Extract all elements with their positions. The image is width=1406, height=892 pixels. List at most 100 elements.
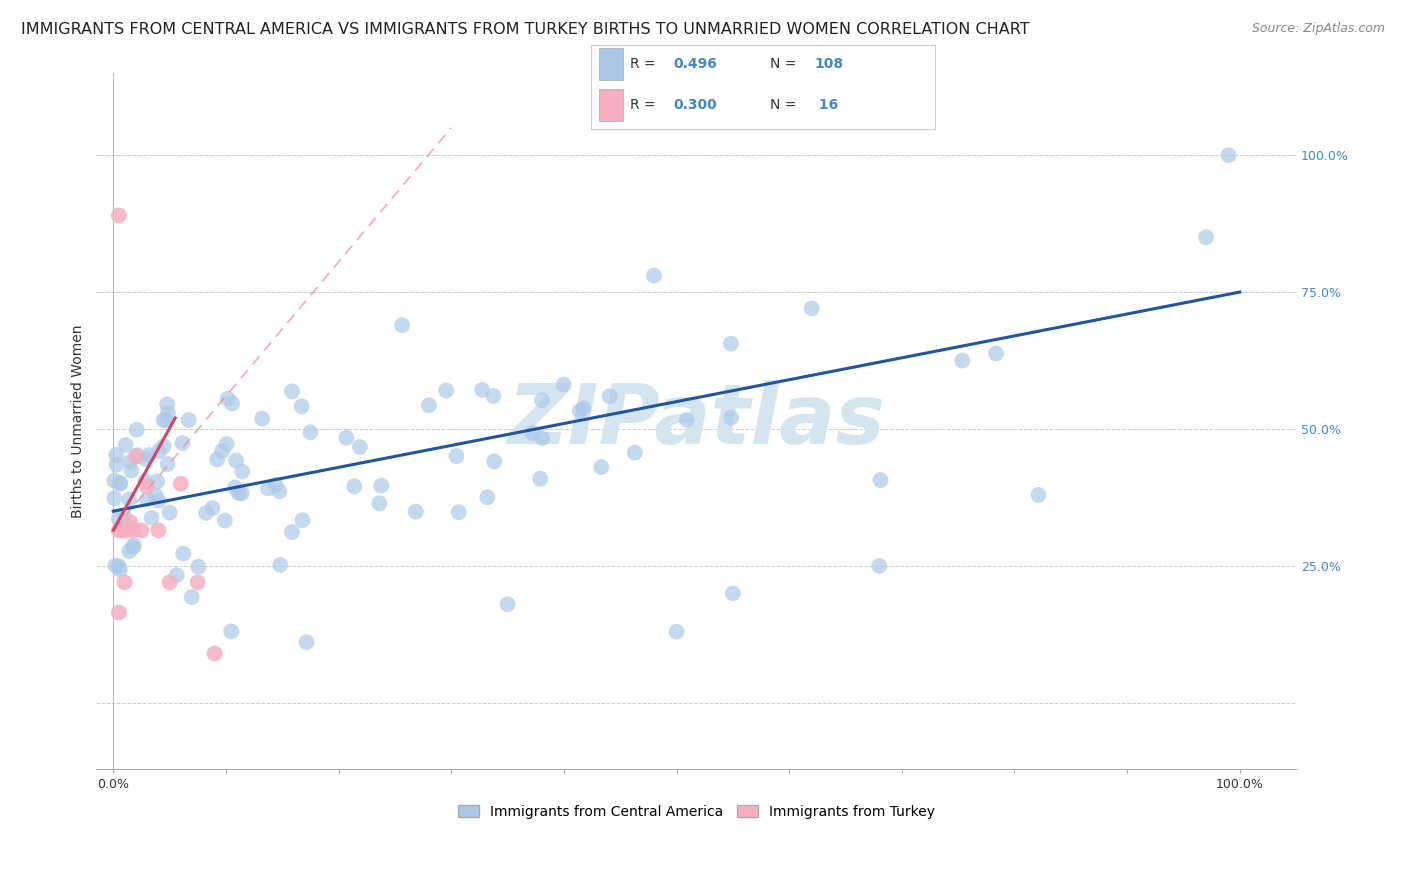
Point [214, 514, 236, 528]
Bar [599, 88, 623, 120]
Point [108, 476, 131, 491]
Point [335, 431, 357, 445]
Point [224, 480, 246, 494]
Point [299, 425, 322, 440]
Point [118, 492, 141, 507]
Point [572, 401, 595, 416]
Point [105, 448, 128, 462]
Point [108, 475, 131, 490]
Point [136, 492, 159, 507]
Point [643, 268, 665, 283]
Point [215, 437, 238, 451]
Point [120, 463, 142, 477]
Bar [599, 48, 623, 80]
Point [219, 624, 242, 639]
Point [111, 524, 134, 538]
Point [195, 506, 218, 520]
Point [434, 384, 457, 398]
Point [108, 606, 131, 620]
Point [368, 496, 391, 510]
Point [166, 568, 188, 582]
Point [117, 518, 139, 533]
Text: 0.496: 0.496 [673, 57, 717, 71]
Text: R =: R = [630, 57, 661, 71]
Point [156, 397, 179, 411]
Point [984, 346, 1007, 360]
Point [231, 465, 253, 479]
Point [482, 454, 505, 468]
Point [112, 508, 135, 523]
Point [159, 506, 181, 520]
Point [103, 474, 125, 488]
Text: Source: ZipAtlas.com: Source: ZipAtlas.com [1251, 22, 1385, 36]
Text: 16: 16 [814, 98, 838, 112]
Point [228, 486, 250, 500]
Point [281, 525, 304, 540]
Point [115, 524, 138, 538]
Point [446, 449, 468, 463]
Point [156, 457, 179, 471]
Y-axis label: Births to Unmarried Women: Births to Unmarried Women [72, 324, 86, 517]
Point [295, 635, 318, 649]
Point [172, 436, 194, 450]
Point [180, 591, 202, 605]
Point [172, 547, 194, 561]
Point [145, 489, 167, 503]
Point [107, 559, 129, 574]
Point [114, 575, 136, 590]
Point [122, 538, 145, 552]
Point [231, 486, 253, 500]
Text: N =: N = [769, 98, 800, 112]
Point [122, 524, 145, 538]
Point [177, 413, 200, 427]
Point [477, 490, 499, 504]
Point [418, 398, 440, 412]
Point [391, 318, 413, 333]
Text: R =: R = [630, 98, 661, 112]
Point [148, 524, 170, 538]
Point [141, 511, 163, 525]
Point [269, 558, 291, 572]
Point [471, 383, 494, 397]
Point [291, 513, 314, 527]
Point [281, 384, 304, 399]
Point [291, 400, 314, 414]
Point [370, 478, 392, 492]
Point [108, 512, 131, 526]
Point [665, 624, 688, 639]
Point [211, 443, 233, 458]
Point [221, 396, 243, 410]
Point [134, 475, 156, 489]
Point [531, 393, 554, 408]
Text: ZIPatlas: ZIPatlas [508, 380, 886, 461]
Point [1195, 230, 1218, 244]
Point [155, 413, 177, 427]
Point [152, 413, 174, 427]
Point [800, 301, 823, 316]
Point [187, 559, 209, 574]
Point [136, 479, 159, 493]
Point [152, 439, 174, 453]
Point [522, 425, 544, 440]
Point [531, 431, 554, 445]
Point [134, 451, 156, 466]
Point [125, 450, 148, 464]
Point [447, 505, 470, 519]
Point [156, 406, 179, 420]
Point [146, 475, 169, 489]
Point [568, 404, 591, 418]
Point [269, 484, 291, 499]
Point [405, 505, 427, 519]
Point [148, 444, 170, 458]
Point [125, 423, 148, 437]
Point [131, 524, 153, 538]
Point [201, 501, 224, 516]
Point [148, 493, 170, 508]
Point [869, 473, 891, 487]
Point [950, 353, 973, 368]
Point [225, 453, 247, 467]
Point [108, 562, 131, 576]
Text: N =: N = [769, 57, 800, 71]
Point [250, 411, 273, 425]
Point [120, 515, 142, 529]
